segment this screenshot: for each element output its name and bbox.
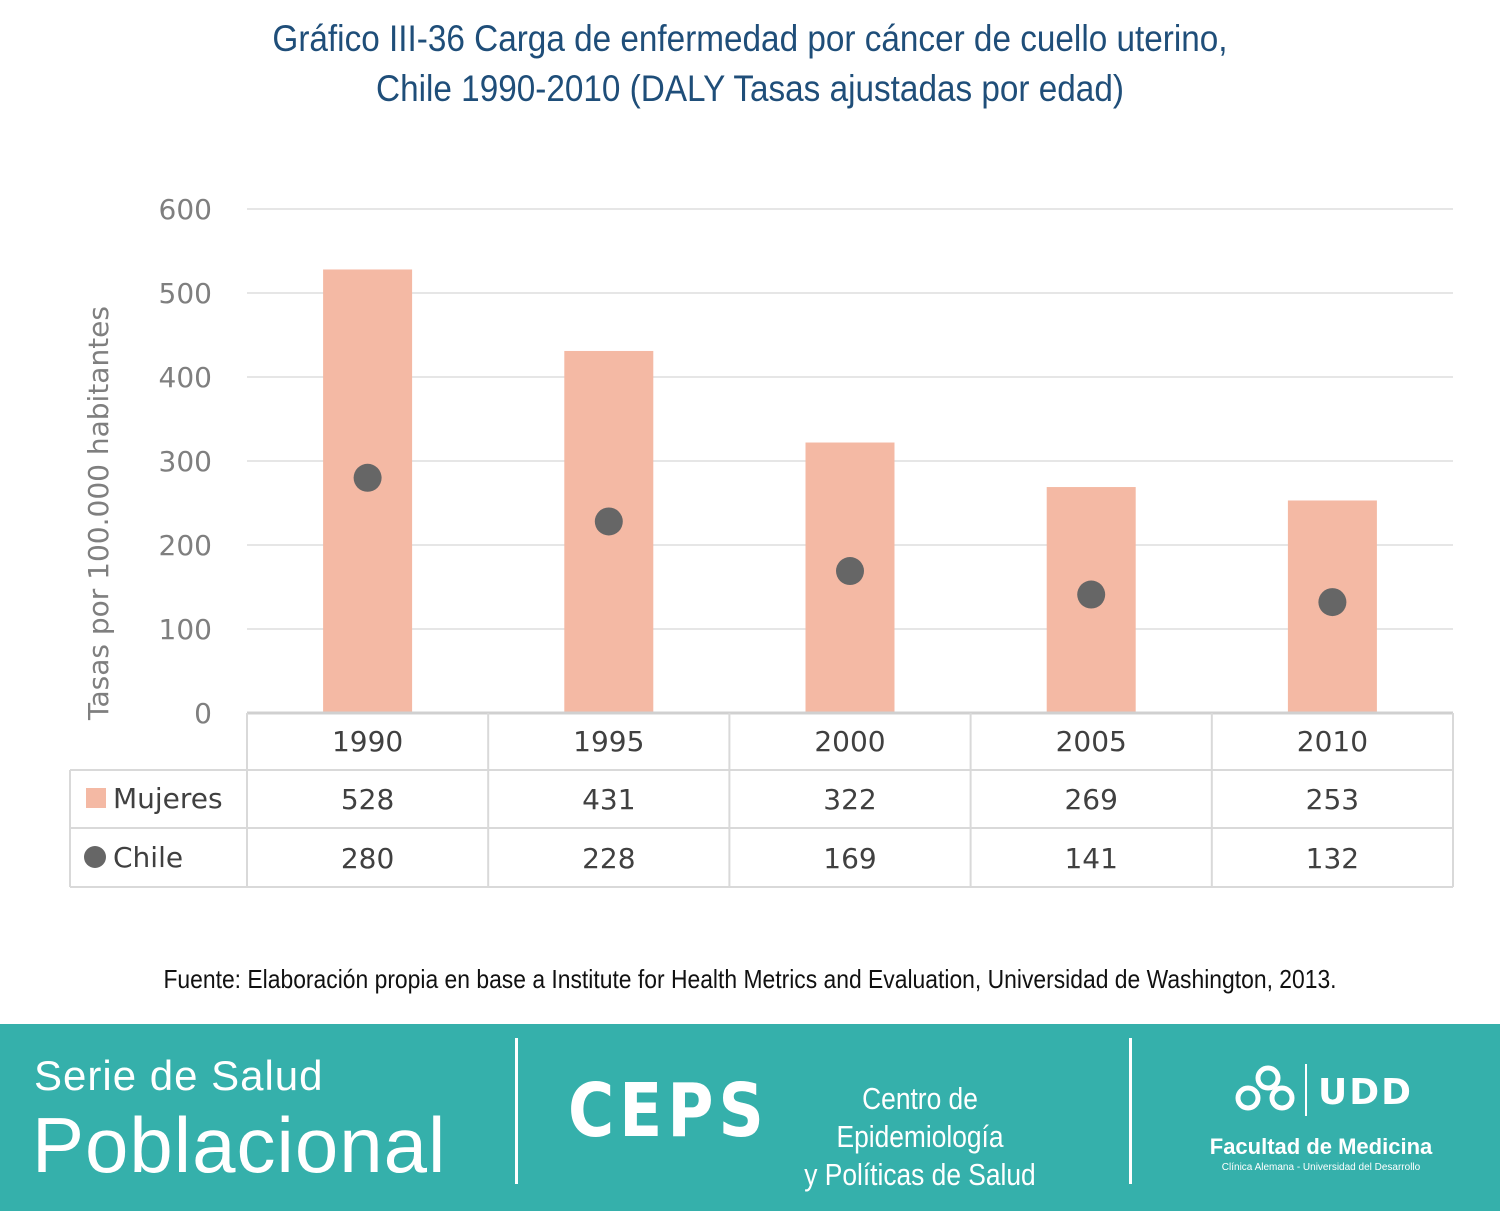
dot-chile-2010 — [1318, 588, 1347, 617]
category-label: 2005 — [1056, 725, 1127, 758]
ceps-logo: CEPS — [568, 1068, 769, 1154]
chart-title-line-2: Chile 1990-2010 (DALY Tasas ajustadas po… — [376, 68, 1124, 109]
udd-logo-text: UDD — [1318, 1072, 1410, 1113]
data-table-legend: Mujeres Chile — [84, 782, 223, 874]
chart-title-line-1: Gráfico III-36 Carga de enfermedad por c… — [272, 18, 1228, 59]
chart-title: Gráfico III-36 Carga de enfermedad por c… — [75, 14, 1425, 114]
legend-mujeres-swatch — [86, 788, 106, 808]
data-table-gridlines — [69, 711, 1454, 888]
table-value-mujeres: 431 — [582, 783, 635, 816]
table-value-mujeres: 253 — [1306, 783, 1359, 816]
y-tick-label: 600 — [159, 193, 212, 226]
table-value-chile: 169 — [823, 842, 876, 875]
category-label: 1995 — [573, 725, 644, 758]
udd-emblem-icon — [1235, 1065, 1295, 1111]
legend-chile-label: Chile — [113, 841, 183, 874]
y-tick-label: 0 — [194, 697, 212, 730]
bars-mujeres — [323, 269, 1377, 713]
dots-chile — [353, 463, 1347, 617]
table-value-chile: 280 — [341, 842, 394, 875]
footer-divider — [515, 1038, 518, 1184]
table-value-mujeres: 269 — [1064, 783, 1117, 816]
table-value-chile: 228 — [582, 842, 635, 875]
y-tick-label: 300 — [159, 445, 212, 478]
chart-area: 0 100 200 300 400 500 600 Tasas por 100.000 ha… — [69, 193, 1454, 888]
legend-mujeres-label: Mujeres — [113, 782, 223, 815]
data-table-categories: 1990 1995 2000 2005 2010 — [332, 725, 1368, 758]
dot-chile-2005 — [1077, 580, 1106, 609]
ceps-name-line-1: Centro de Epidemiología — [836, 1081, 1004, 1154]
ceps-name: Centro de Epidemiología y Políticas de S… — [793, 1080, 1048, 1194]
dot-chile-2000 — [836, 557, 864, 586]
y-axis-ticks: 0 100 200 300 400 500 600 — [159, 193, 212, 730]
y-tick-label: 100 — [159, 613, 212, 646]
table-value-mujeres: 322 — [823, 783, 876, 816]
category-label: 2010 — [1297, 725, 1368, 758]
y-tick-label: 400 — [159, 361, 212, 394]
y-tick-label: 200 — [159, 529, 212, 562]
udd-logo-divider — [1305, 1064, 1307, 1116]
ceps-name-line-2: y Políticas de Salud — [804, 1157, 1036, 1192]
data-table: 1990 1995 2000 2005 2010 Mujeres Chile 528 43… — [69, 711, 1454, 888]
table-value-mujeres: 528 — [341, 783, 394, 816]
udd-subtitle: Clínica Alemana - Universidad del Desarr… — [1221, 1162, 1421, 1173]
udd-faculty: Facultad de Medicina — [1209, 1134, 1433, 1159]
category-label: 2000 — [814, 725, 885, 758]
dot-chile-1995 — [594, 507, 623, 536]
serie-title-line-2: Poblacional — [32, 1101, 447, 1189]
category-label: 1990 — [332, 725, 403, 758]
data-table-values: 528 431 322 269 253 280 228 169 141 132 — [341, 783, 1359, 875]
serie-title-line-1: Serie de Salud — [34, 1052, 324, 1099]
udd-logo: UDD — [1235, 1064, 1410, 1116]
footer-divider — [1129, 1038, 1132, 1184]
table-value-chile: 132 — [1306, 842, 1359, 875]
table-value-chile: 141 — [1064, 842, 1117, 875]
y-axis-label: Tasas por 100.000 habitantes — [82, 306, 115, 721]
legend-chile-marker — [84, 846, 106, 868]
y-tick-label: 500 — [159, 277, 212, 310]
dot-chile-1990 — [353, 463, 382, 492]
footer-banner: Serie de Salud Poblacional CEPS Centro d… — [0, 1024, 1500, 1211]
source-note: Fuente: Elaboración propia en base a Ins… — [163, 964, 1337, 994]
